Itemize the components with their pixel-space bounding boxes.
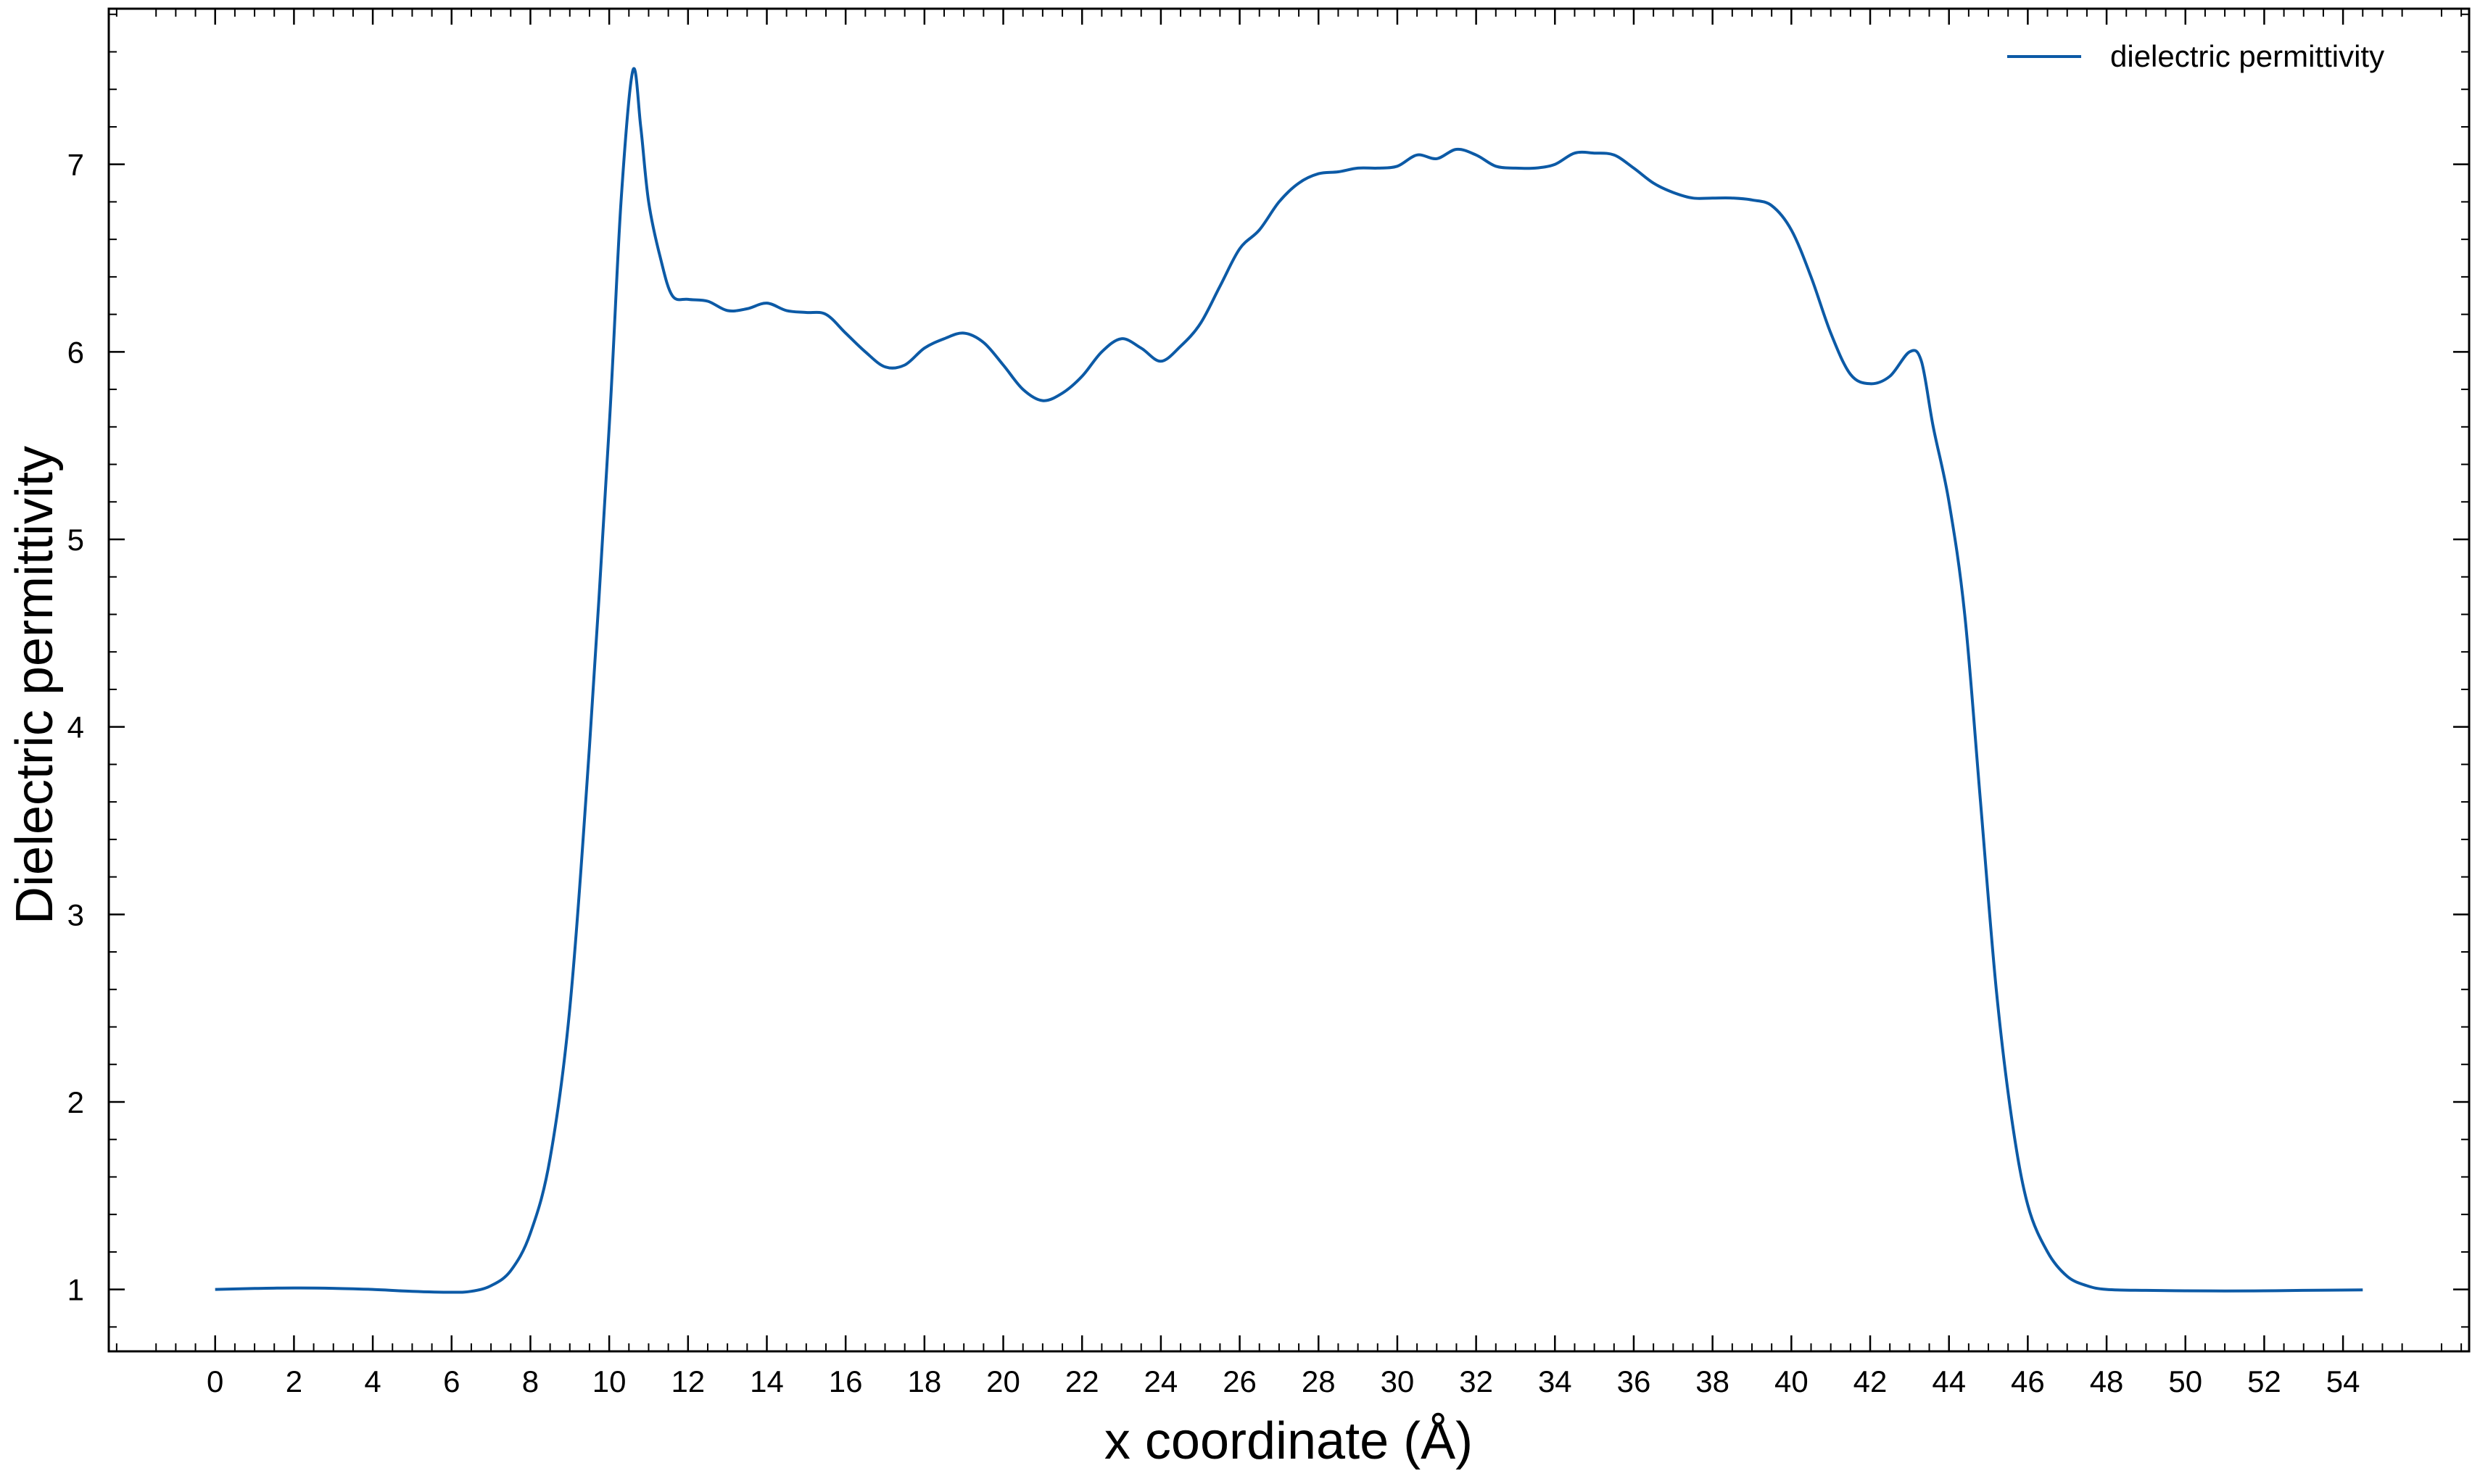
series-layer: [215, 67, 2363, 1294]
x-tick-label: 38: [1695, 1364, 1729, 1398]
plot-area: [107, 7, 2471, 1353]
y-tick-label: 6: [67, 335, 84, 369]
y-tick-label: 5: [67, 523, 84, 557]
x-tick-label: 30: [1381, 1364, 1415, 1398]
x-axis-label: x coordinate (Å): [1104, 1412, 1473, 1470]
x-tick-label: 0: [207, 1364, 223, 1398]
x-tick-label: 20: [986, 1364, 1020, 1398]
x-tick-label: 4: [364, 1364, 381, 1398]
x-tick-label: 24: [1144, 1364, 1178, 1398]
x-tick-label: 26: [1223, 1364, 1257, 1398]
x-tick-label: 40: [1774, 1364, 1809, 1398]
x-tick-label: 28: [1302, 1364, 1336, 1398]
x-tick-label: 52: [2247, 1364, 2281, 1398]
x-tick-label: 22: [1065, 1364, 1099, 1398]
y-tick-label: 1: [67, 1273, 84, 1307]
y-axis-label: Dielectric permittivity: [6, 446, 64, 924]
x-tick-label: 54: [2326, 1364, 2360, 1398]
x-tick-label: 36: [1617, 1364, 1651, 1398]
legend: dielectric permittivity: [2007, 39, 2384, 73]
legend-label: dielectric permittivity: [2110, 39, 2384, 73]
x-tick-label: 6: [443, 1364, 460, 1398]
x-tick-label: 46: [2011, 1364, 2045, 1398]
x-tick-label: 2: [286, 1364, 302, 1398]
x-tick-label: 16: [829, 1364, 863, 1398]
y-tick-label: 3: [67, 898, 84, 932]
x-tick-label: 14: [750, 1364, 784, 1398]
y-tick-label: 2: [67, 1085, 84, 1119]
y-tick-label: 4: [67, 710, 84, 745]
x-tick-label: 10: [592, 1364, 627, 1398]
y-tick-label: 7: [67, 148, 84, 182]
series-line: [215, 67, 2363, 1294]
x-tick-label: 44: [1932, 1364, 1966, 1398]
x-tick-label: 48: [2090, 1364, 2124, 1398]
x-tick-label: 8: [522, 1364, 539, 1398]
x-tick-label: 34: [1538, 1364, 1572, 1398]
x-tick-label: 50: [2168, 1364, 2202, 1398]
x-tick-label: 32: [1459, 1364, 1493, 1398]
x-tick-label: 18: [907, 1364, 941, 1398]
x-tick-label: 12: [671, 1364, 705, 1398]
ticks-layer: 0 2 4 6 8 10 12 14 16 18 20 22 24 26 28 30 32 34 36 38 40 42 4…: [67, 9, 2469, 1398]
x-tick-label: 42: [1853, 1364, 1888, 1398]
